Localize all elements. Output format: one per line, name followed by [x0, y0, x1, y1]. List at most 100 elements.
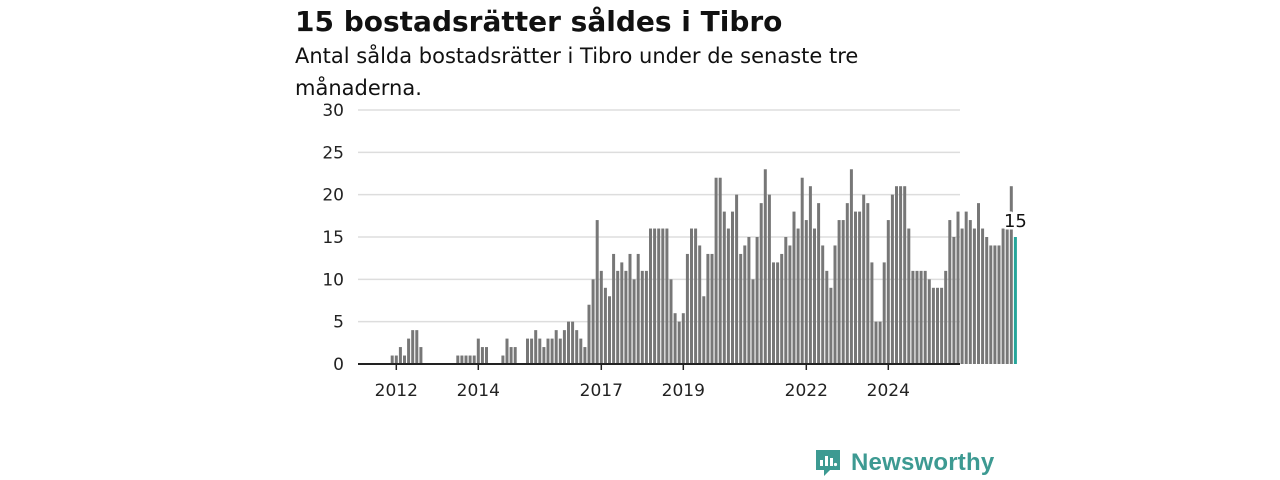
bar [681, 313, 685, 364]
bar [829, 287, 833, 364]
y-tick-label: 30 [322, 101, 344, 121]
bar [575, 330, 579, 364]
bar [665, 228, 669, 364]
y-tick-label: 0 [333, 355, 344, 375]
bar [657, 228, 661, 364]
bar [394, 355, 398, 364]
bar [550, 338, 554, 364]
bar [628, 253, 632, 364]
bar [509, 347, 513, 364]
bar [653, 228, 657, 364]
bar [735, 194, 739, 364]
bar [480, 347, 484, 364]
bar [718, 177, 722, 364]
bar [747, 237, 751, 364]
bar [603, 287, 607, 364]
bar [993, 245, 997, 364]
bar [722, 211, 726, 364]
bar [927, 279, 931, 364]
bar [878, 321, 882, 364]
bar [661, 228, 665, 364]
bar [1001, 228, 1005, 364]
bar [886, 220, 890, 364]
bar [636, 253, 640, 364]
bar [895, 186, 898, 364]
y-tick-label: 25 [322, 143, 344, 163]
bar [558, 338, 562, 364]
bar [608, 296, 611, 364]
bar [841, 220, 845, 364]
x-tick-label: 2022 [785, 381, 828, 401]
bar [972, 228, 976, 364]
bar [403, 355, 406, 364]
bar [526, 338, 529, 364]
bar [538, 338, 542, 364]
bar [415, 330, 419, 364]
bar [710, 253, 714, 364]
bar [620, 262, 624, 364]
y-tick-label: 15 [322, 228, 344, 248]
y-tick-label: 10 [322, 270, 344, 290]
bar [534, 330, 538, 364]
bar [731, 211, 734, 364]
bar [792, 211, 796, 364]
bar [460, 355, 464, 364]
bar [1009, 186, 1013, 364]
bar [788, 245, 792, 364]
y-tick-label: 5 [333, 313, 344, 333]
bar [755, 237, 759, 364]
bar [911, 270, 915, 364]
bar [505, 338, 509, 364]
bar [759, 203, 763, 364]
bar-chart: 0 5 10 15 20 25 30 2012 2014 2017 2019 2022 2024 15 [322, 101, 1027, 401]
bar [739, 253, 743, 364]
chart-title: 15 bostadsrätter såldes i Tibro [295, 5, 783, 38]
bar [854, 211, 857, 364]
bar [931, 287, 935, 364]
x-tick-label: 2017 [580, 381, 623, 401]
bar [804, 220, 808, 364]
bar [817, 203, 821, 364]
bar [981, 228, 985, 364]
bar [870, 262, 874, 364]
bar [825, 270, 829, 364]
bar [882, 262, 886, 364]
bar [640, 270, 644, 364]
bar [390, 355, 394, 364]
newsworthy-logo: Newsworthy [814, 446, 994, 480]
bar [821, 245, 825, 364]
bar [915, 270, 919, 364]
bar [567, 321, 570, 364]
bar [890, 194, 894, 364]
highlight-value-label: 15 [1004, 211, 1027, 232]
bar [726, 228, 730, 364]
bar [813, 228, 816, 364]
bar [398, 347, 402, 364]
bar [694, 228, 698, 364]
bar [714, 177, 718, 364]
y-axis-tick-labels: 0 5 10 15 20 25 30 [322, 101, 344, 375]
bar [612, 253, 616, 364]
bar [985, 237, 989, 364]
bar [776, 262, 780, 364]
bar [767, 194, 771, 364]
bar [513, 347, 517, 364]
bar [702, 296, 706, 364]
bar [456, 355, 460, 364]
bar [476, 338, 480, 364]
x-tick-label: 2012 [375, 381, 418, 401]
bar [849, 169, 853, 364]
bar [952, 237, 956, 364]
bar [964, 211, 968, 364]
bar [796, 228, 800, 364]
bar [571, 321, 575, 364]
bar [690, 228, 693, 364]
bar [907, 228, 911, 364]
x-tick-label: 2014 [457, 381, 500, 401]
bar [989, 245, 993, 364]
bar [956, 211, 960, 364]
bar [669, 279, 673, 364]
bar [472, 355, 476, 364]
x-tick-label: 2019 [662, 381, 705, 401]
bar [624, 270, 628, 364]
